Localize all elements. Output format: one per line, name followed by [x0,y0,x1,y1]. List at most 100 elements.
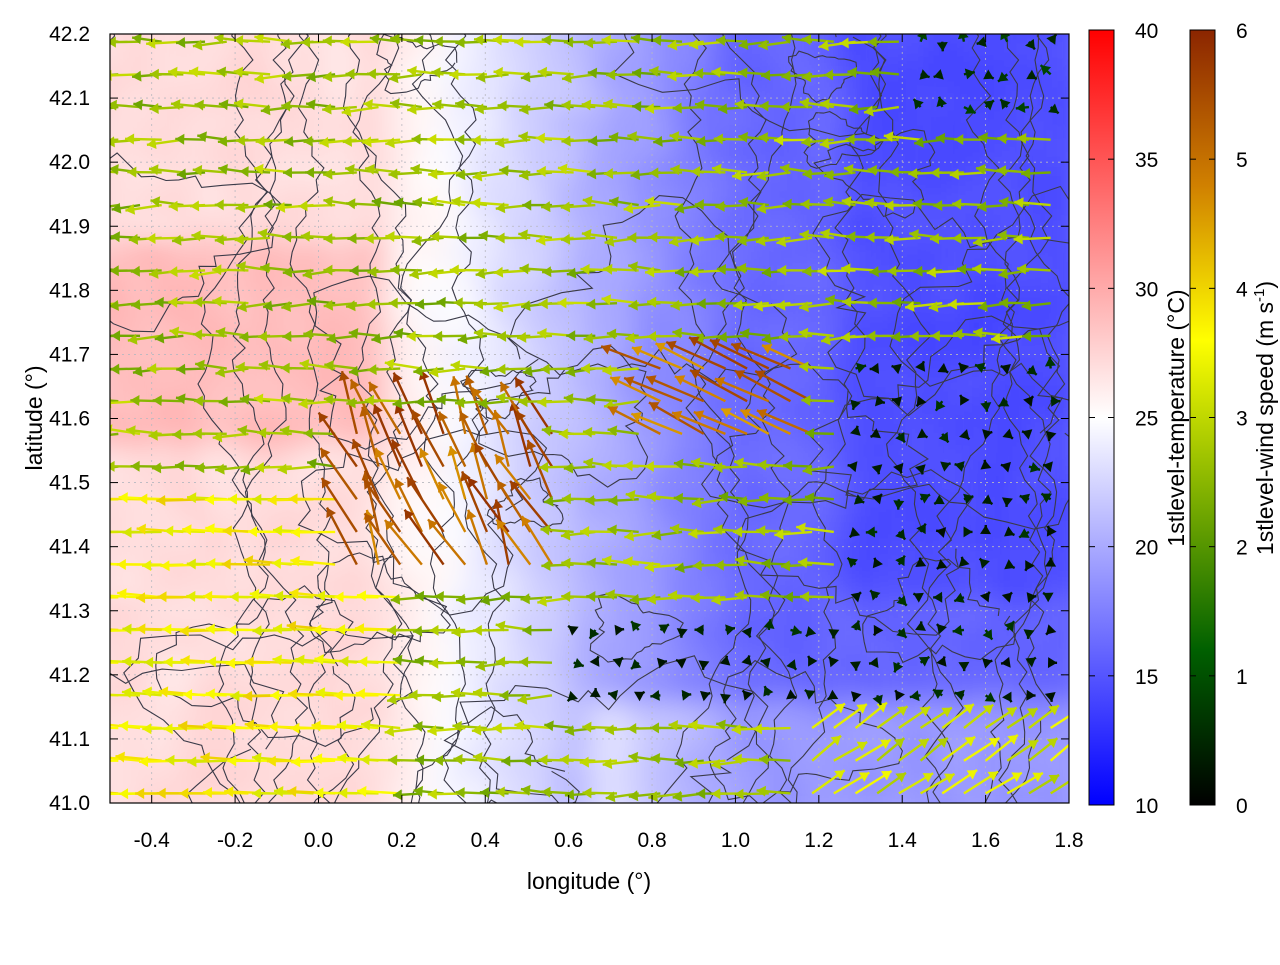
temperature-cell [464,8,486,35]
temperature-cell [569,547,591,574]
temperature-cell [423,342,445,369]
temperature-cell [1048,803,1070,830]
temperature-cell [506,700,528,727]
temperature-cell [464,675,486,702]
temperature-cell [298,8,320,35]
temperature-cell [193,8,215,35]
temperature-cell [464,111,486,138]
temperature-cell [569,803,591,830]
temperature-cell [131,393,153,420]
temperature-cell [1069,8,1091,35]
temperature-cell [590,470,612,497]
temperature-cell [339,0,361,9]
y-tick-label: 41.7 [49,343,90,366]
y-tick-label: 41.0 [49,792,90,815]
temperature-cell [1069,495,1091,522]
temperature-cell [298,547,320,574]
temperature-cell [652,111,674,138]
temperature-cell [1027,803,1049,830]
temperature-cell [673,8,695,35]
temperature-cell [464,239,486,266]
temperature-cell [339,8,361,35]
temperature-cell [1048,137,1070,164]
temperature-cell [944,624,966,651]
temperature-cell [235,213,257,240]
temperature-cell [986,367,1008,394]
temperature-cell [131,239,153,266]
temperature-cell [110,675,132,702]
temperature-cell [861,419,883,446]
temperature-cell [89,0,111,9]
temperature-cell [735,470,757,497]
temperature-cell [735,0,757,9]
temperature-cell [735,803,757,830]
temperature-cell [798,367,820,394]
temperature-cell [506,8,528,35]
temperature-cell [631,700,653,727]
temperature-cell [131,0,153,9]
temperature-cell [131,521,153,548]
temperature-cell [819,239,841,266]
temperature-cell [339,239,361,266]
temperature-cell [381,8,403,35]
temperature-cell [735,598,757,625]
temperature-cell [318,803,340,830]
y-tick-label: 41.5 [49,472,90,495]
temperature-cell [1069,342,1091,369]
temperature-cell [464,342,486,369]
temperature-cell [339,521,361,548]
temperature-cell [798,239,820,266]
temperature-cell [548,8,570,35]
temperature-cell [944,8,966,35]
temperature-cell [89,213,111,240]
y-tick-label: 41.9 [49,215,90,238]
temperature-cell [548,34,570,61]
temperature-cell [861,803,883,830]
temperature-cell [402,342,424,369]
temperature-cell [131,213,153,240]
temperature-cell [131,111,153,138]
temperature-cell [902,0,924,9]
temperature-cell [131,342,153,369]
temperature-cell [819,624,841,651]
temperature-cell [214,521,236,548]
temperature-cell [923,111,945,138]
temperature-cell [152,470,174,497]
temperature-cell [1048,8,1070,35]
temperature-cell [256,803,278,830]
temperature-cell [881,162,903,189]
temperature-cell [277,598,299,625]
temperature-cell [861,8,883,35]
temperature-cell [1048,188,1070,215]
temperature-cell [694,0,716,9]
temperature-cell [464,572,486,599]
temperature-cell [610,8,632,35]
temperature-cell [548,342,570,369]
temperature-cell [193,367,215,394]
temperature-cell [110,547,132,574]
temperature-cell [1027,624,1049,651]
temperature-cell [89,700,111,727]
temperature-cell [1027,342,1049,369]
temperature-cell [89,8,111,35]
temperature-cell [89,675,111,702]
temperature-cell [256,111,278,138]
temperature-cell [923,419,945,446]
temperature-cell [1069,547,1091,574]
temperature-cell [256,0,278,9]
y-tick-label: 41.4 [49,536,90,559]
temperature-cell [881,624,903,651]
colorbar-tick-label: 4 [1236,278,1248,301]
temperature-cell [214,470,236,497]
temperature-cell [1069,162,1091,189]
temperature-cell [173,752,195,779]
temperature-cell [152,547,174,574]
temperature-cell [715,0,737,9]
temperature-cell [110,342,132,369]
temperature-cell [1069,239,1091,266]
temperature-cell [569,572,591,599]
temperature-cell [1069,34,1091,61]
temperature-cell [923,239,945,266]
